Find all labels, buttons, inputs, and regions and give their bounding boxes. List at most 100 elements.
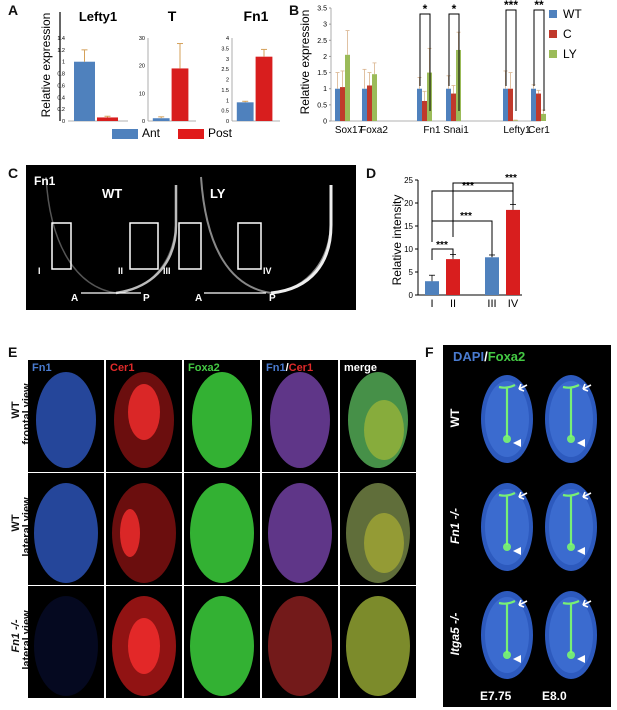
bar-Snai1-C — [451, 93, 456, 121]
micrograph-r2-c5 — [340, 473, 416, 585]
f-row-label-2: Fn1 -/- — [448, 508, 462, 544]
panel-a-tick: 4 — [226, 36, 229, 42]
panel-a-tick: 2.5 — [221, 67, 229, 73]
arrowhead-icon — [577, 439, 585, 447]
bar-I — [425, 281, 439, 295]
panel-label-b: B — [289, 2, 300, 18]
panel-a-tick: 0 — [226, 119, 229, 125]
embryo-r3-c2 — [545, 591, 597, 679]
micrograph-r2-c3 — [184, 473, 260, 585]
panel-a-title-0: Lefty1 — [79, 9, 117, 24]
sig-bracket — [533, 9, 545, 111]
panel-a-title-2: Fn1 — [244, 8, 269, 24]
bar-Foxa2-C — [367, 85, 372, 121]
e-col-header-part: Fn1 — [32, 362, 52, 374]
panel-a-tick: 20 — [139, 64, 145, 70]
category-label-Snai1: Snai1 — [443, 125, 469, 136]
sig-star-2: *** — [462, 181, 474, 192]
panel-a-tick: 0.8 — [57, 72, 65, 78]
arrow-icon — [582, 491, 592, 500]
sig-bracket — [431, 220, 493, 257]
panel-f-header: DAPI/Foxa2 — [453, 349, 525, 364]
axis-a-wt: A — [71, 293, 78, 304]
sig-star-3: *** — [505, 173, 517, 184]
sig-star-2: *** — [504, 0, 518, 12]
micrograph-r3-c4 — [262, 586, 338, 698]
panel-b-tick: 1 — [323, 86, 327, 93]
panel-d-tick: 25 — [404, 176, 413, 185]
panel-a-tick: 1.5 — [221, 88, 229, 94]
category-label-I: I — [430, 298, 433, 310]
bar-Cer1-WT — [531, 88, 536, 121]
category-label-Lefty1: Lefty1 — [503, 125, 531, 136]
panel-a-tick: 1 — [62, 60, 65, 66]
panel-c-image: Fn1 WT LY I II III IV A P A P — [26, 165, 356, 310]
arrow-icon — [582, 383, 592, 392]
panel-b-tick: 3 — [323, 22, 327, 29]
arrow-icon — [518, 383, 528, 392]
axis-a-ly: A — [195, 293, 202, 304]
panel-b-tick: 3.5 — [317, 6, 327, 13]
bar-Foxa2-LY — [372, 74, 377, 121]
panel-label-e: E — [8, 344, 18, 360]
panel-label-a: A — [8, 2, 19, 18]
roi-box-i — [51, 222, 72, 270]
category-label-II: II — [450, 298, 456, 310]
panel-c-wt: WT — [102, 186, 122, 201]
bar-T-Post — [171, 68, 189, 121]
category-label-Cer1: Cer1 — [528, 125, 550, 136]
arrow-icon — [518, 599, 528, 608]
micrograph-r3-c1 — [28, 586, 104, 698]
stage-label-2: E8.0 — [542, 689, 567, 703]
arrow-icon — [582, 599, 592, 608]
sig-bracket — [452, 182, 514, 237]
arrowhead-icon — [513, 655, 521, 663]
panel-a-tick: 0.5 — [221, 109, 229, 115]
panel-d-tick: 5 — [409, 268, 414, 277]
category-label-Sox17: Sox17 — [335, 125, 364, 136]
bar-Lefty1-C — [508, 88, 513, 121]
panel-label-f: F — [425, 344, 434, 360]
roi-label-iv: IV — [263, 266, 272, 276]
panel-label-c: C — [8, 165, 19, 181]
bar-Lefty1-WT — [503, 88, 508, 121]
e-col-header-part: Cer1 — [288, 362, 314, 374]
panel-a-ylabel: Relative expression — [39, 13, 53, 118]
panel-b-tick: 2 — [323, 54, 327, 61]
e-row-label-2: WT lateral view — [6, 481, 33, 579]
roi-label-ii: II — [118, 266, 123, 276]
micrograph-r1-c2: Cer1 — [106, 360, 182, 472]
roi-box-iii — [178, 222, 202, 270]
panel-a-tick: 3 — [226, 57, 229, 63]
micrograph-r1-c3: Foxa2 — [184, 360, 260, 472]
e-col-header-part: Fn1 — [266, 362, 286, 374]
bar-Fn1-C — [422, 100, 427, 121]
roi-box-iv — [237, 222, 262, 270]
roi-label-iii: III — [163, 266, 171, 276]
micrograph-r2-c4 — [262, 473, 338, 585]
panel-f-slash: / — [484, 349, 488, 364]
panel-a-tick: 30 — [139, 36, 145, 42]
bar-Foxa2-WT — [362, 88, 367, 121]
axis-p-wt: P — [143, 293, 150, 304]
embryo-r3-c1 — [481, 591, 533, 679]
panel-f-foxa2: Foxa2 — [487, 349, 526, 364]
panel-f-image: DAPI/Foxa2 WT Fn1 -/- Itga5 -/- E7.75 E8.0 — [443, 345, 611, 707]
micrograph-r2-c2 — [106, 473, 182, 585]
category-label-Fn1: Fn1 — [423, 125, 441, 136]
micrograph-r1-c1: Fn1 — [28, 360, 104, 472]
panel-d-tick: 15 — [404, 222, 413, 231]
e-col-header-part: Foxa2 — [188, 362, 220, 374]
bar-Cer1-C — [536, 93, 541, 121]
sig-star-1: * — [452, 2, 457, 16]
panel-b-tick: 1.5 — [317, 70, 327, 77]
roi-box-ii — [129, 222, 159, 270]
category-label-IV: IV — [508, 298, 519, 310]
sig-bracket — [419, 13, 431, 111]
sig-bracket — [448, 13, 460, 111]
sig-star-1: *** — [460, 211, 472, 222]
sig-star-3: ** — [534, 0, 544, 12]
panel-a-tick: 1.4 — [57, 36, 65, 42]
legend-post: Post — [208, 126, 233, 140]
